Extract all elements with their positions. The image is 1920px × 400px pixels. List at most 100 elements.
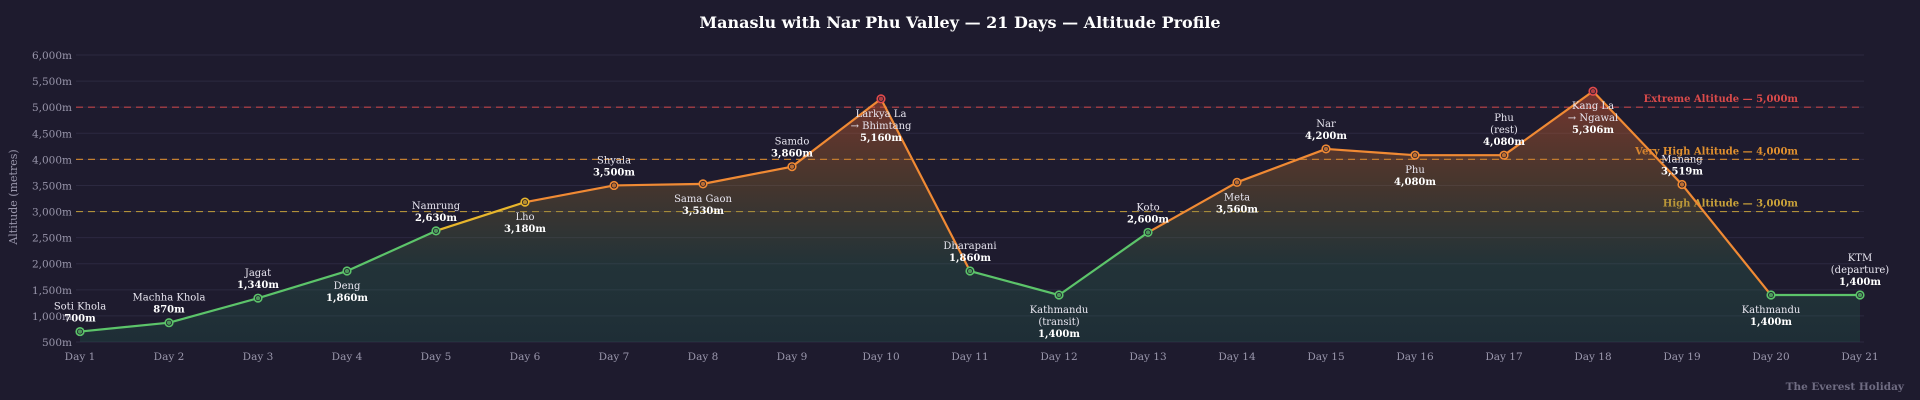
point-altitude-label: 3,519m (1661, 166, 1703, 177)
y-tick-label: 4,500m (32, 128, 72, 140)
point-altitude-label: 2,630m (415, 213, 457, 224)
point-altitude-label: 3,500m (593, 167, 635, 178)
point-name-label: Larkya La (856, 109, 907, 120)
x-tick-label: Day 1 (65, 351, 96, 363)
data-point (433, 228, 439, 234)
line-segment (167, 297, 260, 324)
line-segment (1324, 147, 1417, 157)
line-segment (523, 184, 616, 204)
point-name-label: → Ngawal (1568, 113, 1618, 124)
y-tick-label: 3,000m (32, 207, 72, 219)
altitude-area (80, 91, 1860, 343)
point-altitude-label: 1,400m (1750, 317, 1792, 328)
x-tick-label: Day 14 (1218, 351, 1256, 363)
y-tick-label: 500m (42, 337, 72, 349)
series-line (78, 90, 1862, 333)
data-point (967, 268, 973, 274)
line-segment (78, 321, 171, 333)
line-segment (879, 97, 972, 273)
x-tick-label: Day 13 (1129, 351, 1166, 363)
x-tick-label: Day 10 (862, 351, 899, 363)
point-altitude-label: 1,400m (1839, 277, 1881, 288)
point-name-label: Nar (1316, 119, 1336, 130)
y-axis-ticks: 500m 1,000m 1,500m 2,000m 2,500m 3,000m 3,500m… (32, 50, 72, 349)
data-point (1412, 152, 1418, 158)
reference-line-label: High Altitude — 3,000m (1663, 199, 1798, 210)
point-name-label: Lho (515, 212, 534, 223)
reference-line-label: Extreme Altitude — 5,000m (1644, 94, 1799, 105)
point-altitude-label: 4,080m (1394, 177, 1436, 188)
y-tick-label: 2,500m (32, 233, 72, 245)
point-altitude-label: 3,180m (504, 224, 546, 235)
point-name-label: Shyala (597, 155, 631, 166)
point-name-label: Deng (334, 281, 361, 292)
y-tick-label: 4,000m (32, 154, 72, 166)
data-point (789, 164, 795, 169)
x-tick-label: Day 20 (1752, 351, 1789, 363)
point-name-label: Manang (1661, 154, 1703, 165)
point-name-label: Machha Khola (133, 293, 206, 304)
y-tick-label: 1,000m (32, 311, 72, 323)
point-altitude-label: 3,860m (771, 149, 813, 160)
data-point (611, 183, 617, 188)
data-point (1323, 146, 1329, 152)
data-point (255, 295, 261, 301)
point-altitude-label: 1,340m (237, 280, 279, 291)
x-tick-label: Day 6 (510, 351, 541, 363)
x-tick-label: Day 2 (154, 351, 185, 363)
data-point (1768, 292, 1774, 298)
x-tick-label: Day 12 (1040, 351, 1077, 363)
point-altitude-label: 4,080m (1483, 137, 1525, 148)
x-tick-label: Day 21 (1841, 351, 1878, 363)
line-segment (1591, 90, 1684, 186)
x-tick-label: Day 18 (1574, 351, 1611, 363)
y-tick-label: 6,000m (32, 50, 72, 62)
data-point (344, 268, 350, 274)
data-point (878, 96, 884, 102)
x-tick-label: Day 17 (1485, 351, 1522, 363)
x-tick-label: Day 9 (777, 351, 808, 363)
x-axis-ticks: Day 1 Day 2 Day 3 Day 4 Day 5 Day 6 Day 7 Day 8… (65, 351, 1879, 363)
point-name-label: Kathmandu (1030, 305, 1089, 316)
point-name-label: Phu (1405, 165, 1425, 176)
point-altitude-label: 3,560m (1216, 204, 1258, 215)
data-point (1145, 230, 1151, 235)
point-name-label: Sama Gaon (674, 194, 732, 205)
y-tick-label: 5,500m (32, 76, 72, 88)
point-name-label: Soti Khola (54, 302, 106, 313)
x-tick-label: Day 4 (332, 351, 363, 363)
line-segment (1057, 231, 1150, 297)
point-altitude-label: 700m (64, 314, 96, 325)
data-point (700, 181, 706, 187)
point-name-label: KTM (1848, 253, 1872, 264)
data-point (1056, 292, 1062, 298)
chart-title: Manaslu with Nar Phu Valley — 21 Days — … (699, 13, 1220, 32)
point-altitude-label: 2,600m (1127, 214, 1169, 225)
y-axis-title: Altitude (metres) (7, 149, 20, 245)
data-points (75, 86, 1865, 337)
data-point (1679, 182, 1685, 187)
line-segment (968, 269, 1061, 297)
point-name-label: Kang La (1572, 101, 1614, 112)
point-altitude-label: 5,306m (1572, 125, 1614, 136)
point-altitude-label: 4,200m (1305, 131, 1347, 142)
point-name-label: Koto (1136, 202, 1159, 213)
point-name-label: Kathmandu (1742, 305, 1801, 316)
line-segment (701, 165, 794, 185)
x-tick-label: Day 8 (688, 351, 719, 363)
point-name-label: Meta (1224, 192, 1250, 203)
point-altitude-label: 1,400m (1038, 329, 1080, 340)
y-tick-label: 5,000m (32, 102, 72, 114)
line-segment (345, 229, 438, 273)
x-tick-label: Day 7 (599, 351, 630, 363)
point-name-label: Jagat (244, 268, 271, 279)
y-tick-label: 1,500m (32, 285, 72, 297)
data-point (1857, 292, 1863, 298)
data-point (1501, 152, 1507, 158)
data-point (166, 320, 172, 325)
point-name-label: Samdo (775, 137, 810, 148)
watermark: The Everest Holiday (1786, 381, 1905, 393)
